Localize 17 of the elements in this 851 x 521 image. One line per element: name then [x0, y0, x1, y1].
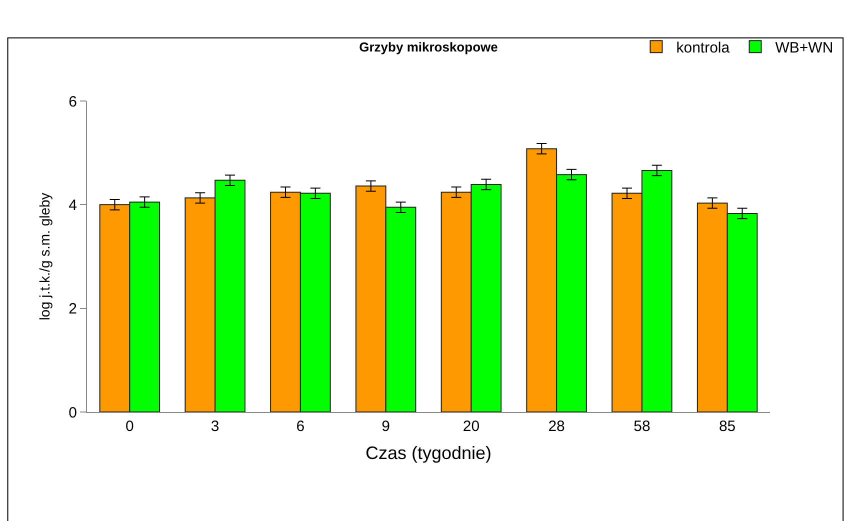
y-tick-label: 6 [68, 93, 77, 110]
x-tick-label: 3 [210, 418, 220, 435]
x-tick-label: 20 [462, 418, 480, 435]
x-tick-label: 0 [126, 418, 134, 435]
x-tick-label: 6 [296, 418, 305, 435]
x-axis-title: Czas (tygodnie) [365, 443, 492, 464]
y-axis-title: log j.t.k./g s.m. gleby [36, 192, 52, 320]
x-tick-label: 28 [548, 418, 565, 435]
y-tick-label: 0 [68, 404, 77, 422]
chart-title: Grzyby mikroskopowe [359, 39, 498, 54]
x-tick-label: 85 [718, 418, 736, 435]
y-tick-label: 4 [68, 196, 77, 214]
y-tick-label: 2 [68, 300, 77, 318]
x-tick-label: 9 [382, 418, 390, 435]
legend-label: kontrola [676, 39, 730, 56]
legend-label: WB+WN [775, 39, 834, 56]
x-tick-label: 58 [634, 418, 650, 435]
